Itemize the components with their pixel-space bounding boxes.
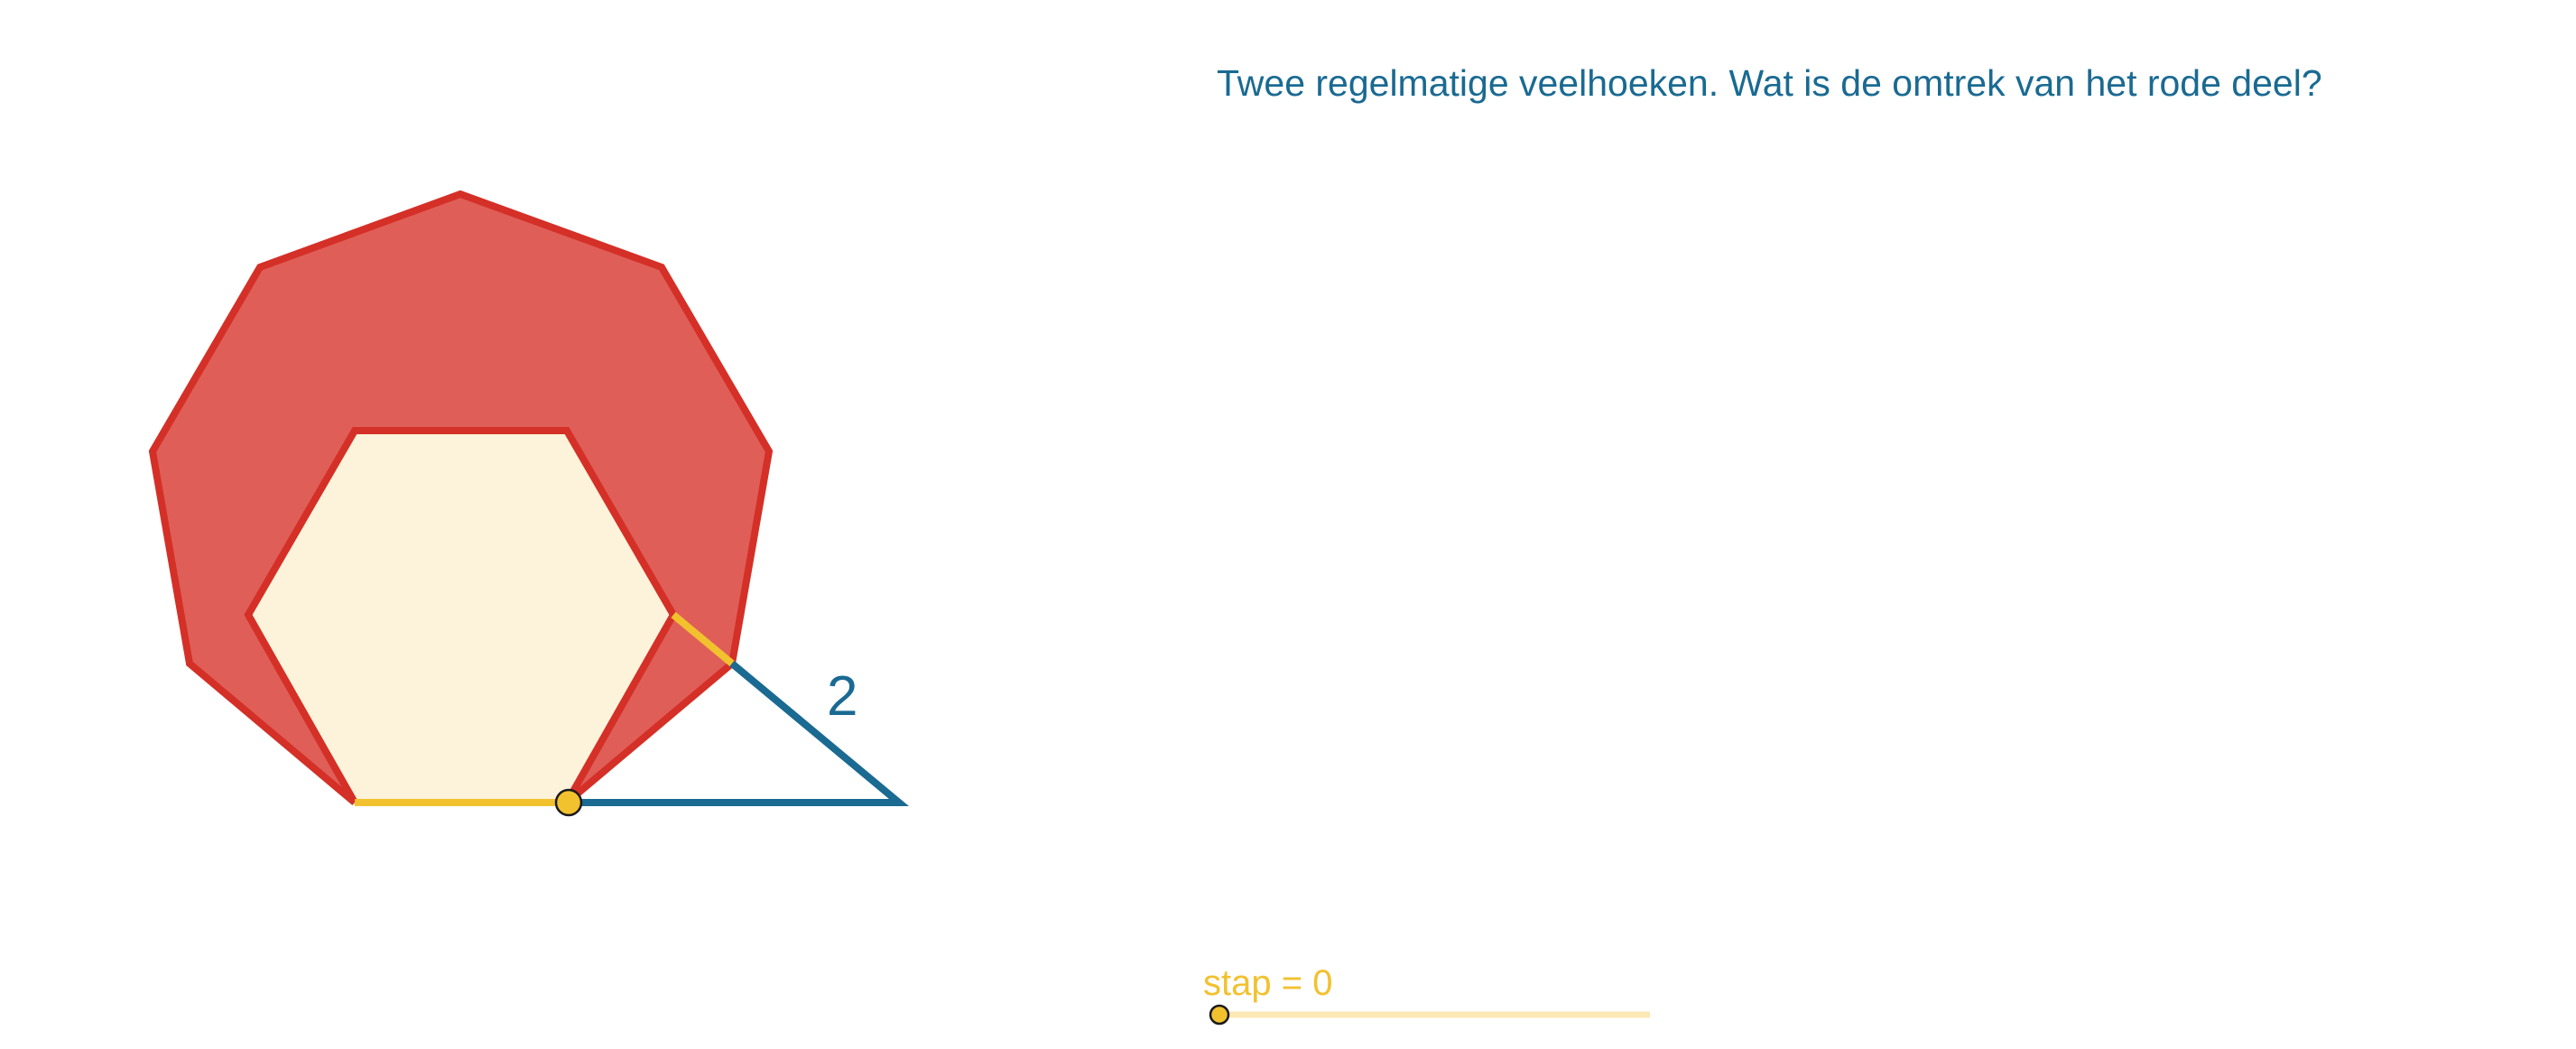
nonagon-outline (148, 190, 774, 806)
question-text: Twee regelmatige veelhoeken. Wat is de o… (1217, 62, 2322, 104)
slider-label: stap = 0 (1203, 963, 1332, 1003)
yellow-connector-segment (671, 611, 735, 667)
hexagon-red-edge-right-lower (563, 613, 677, 804)
side-length-label: 2 (827, 665, 857, 728)
blue-triangle (567, 660, 910, 806)
movable-point[interactable] (554, 788, 583, 817)
slider-knob[interactable] (1209, 1004, 1230, 1026)
hexagon-fill (248, 431, 673, 803)
red-region (153, 194, 769, 803)
hexagon-red-edges (244, 427, 677, 804)
